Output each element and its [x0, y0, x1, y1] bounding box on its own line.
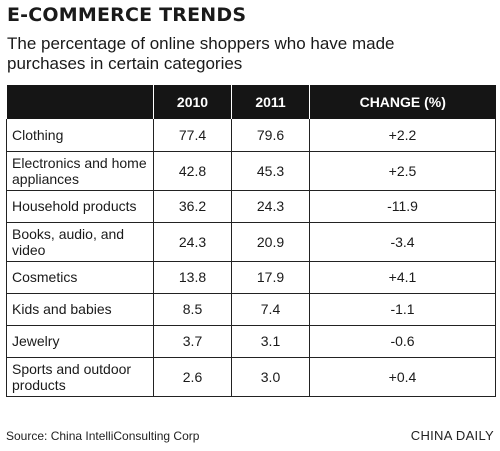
value-2010-cell: 24.3: [153, 222, 232, 262]
category-cell: Electronics and home appliances: [6, 151, 154, 191]
change-cell: +4.1: [309, 261, 496, 294]
chart-subtitle: The percentage of online shoppers who ha…: [7, 34, 395, 73]
column-header-2010: 2010: [153, 85, 232, 119]
column-header-2011: 2011: [231, 85, 310, 119]
table-row: Jewelry 3.7 3.1 -0.6: [6, 325, 496, 358]
value-2010-cell: 42.8: [153, 151, 232, 191]
value-2011-cell: 3.0: [231, 357, 310, 397]
change-cell: +2.2: [309, 119, 496, 152]
change-cell: +2.5: [309, 151, 496, 191]
value-2011-cell: 3.1: [231, 325, 310, 358]
column-header-change: CHANGE (%): [309, 85, 496, 119]
value-2011-cell: 45.3: [231, 151, 310, 191]
table-row: Electronics and home appliances 42.8 45.…: [6, 151, 496, 191]
table-row: Cosmetics 13.8 17.9 +4.1: [6, 261, 496, 294]
category-cell: Books, audio, and video: [6, 222, 154, 262]
category-cell: Sports and outdoor products: [6, 357, 154, 397]
category-cell: Jewelry: [6, 325, 154, 358]
change-cell: -11.9: [309, 190, 496, 223]
column-header-category: [7, 85, 154, 119]
category-cell: Clothing: [6, 119, 154, 152]
change-cell: -0.6: [309, 325, 496, 358]
change-cell: -1.1: [309, 293, 496, 326]
value-2010-cell: 2.6: [153, 357, 232, 397]
value-2010-cell: 13.8: [153, 261, 232, 294]
table-body: Clothing 77.4 79.6 +2.2 Electronics and …: [6, 119, 496, 397]
value-2011-cell: 20.9: [231, 222, 310, 262]
change-cell: +0.4: [309, 357, 496, 397]
value-2011-cell: 7.4: [231, 293, 310, 326]
header-row: 2010 2011 CHANGE (%): [6, 85, 496, 119]
data-table: 2010 2011 CHANGE (%) Clothing 77.4 79.6 …: [6, 85, 496, 397]
chart-title: E-COMMERCE TRENDS: [7, 4, 247, 26]
table-row: Clothing 77.4 79.6 +2.2: [6, 119, 496, 152]
publisher-credit: CHINA DAILY: [410, 428, 494, 443]
category-cell: Household products: [6, 190, 154, 223]
change-cell: -3.4: [309, 222, 496, 262]
value-2011-cell: 79.6: [231, 119, 310, 152]
category-cell: Cosmetics: [6, 261, 154, 294]
table-row: Books, audio, and video 24.3 20.9 -3.4: [6, 222, 496, 262]
category-cell: Kids and babies: [6, 293, 154, 326]
table-header: 2010 2011 CHANGE (%): [6, 85, 496, 119]
value-2010-cell: 3.7: [153, 325, 232, 358]
value-2010-cell: 8.5: [153, 293, 232, 326]
source-note: Source: China IntelliConsulting Corp: [6, 429, 200, 443]
table-row: Household products 36.2 24.3 -11.9: [6, 190, 496, 223]
value-2011-cell: 17.9: [231, 261, 310, 294]
value-2011-cell: 24.3: [231, 190, 310, 223]
value-2010-cell: 77.4: [153, 119, 232, 152]
table-row: Kids and babies 8.5 7.4 -1.1: [6, 293, 496, 326]
value-2010-cell: 36.2: [153, 190, 232, 223]
table-row: Sports and outdoor products 2.6 3.0 +0.4: [6, 357, 496, 397]
